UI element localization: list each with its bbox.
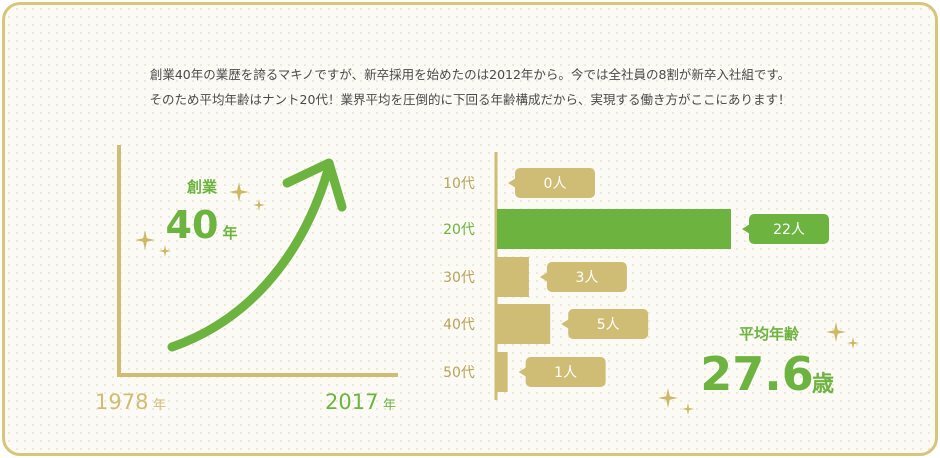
intro-line-1: 創業40年の業歴を誇るマキノですが、新卒採用を始めたのは2012年から。今では全… xyxy=(149,67,791,82)
history-chart: 創業 40 年 1978 年 2017 年 xyxy=(95,145,398,414)
category-label: 30代 xyxy=(443,270,475,286)
category-label: 20代 xyxy=(443,222,475,238)
value-bubble-pointer xyxy=(508,178,516,188)
bar xyxy=(497,304,551,344)
sparkle-icon xyxy=(229,182,249,202)
average-age-value: 27.6 xyxy=(700,347,814,401)
category-label: 50代 xyxy=(443,365,475,381)
age-distribution-chart: 10代 0人 20代 22人 30代 3人 40代 5人 50代 1人 xyxy=(443,152,829,400)
value-bubble-pointer xyxy=(561,319,570,329)
value-bubble xyxy=(568,309,649,339)
value-label: 0人 xyxy=(544,176,567,192)
sparkle-icon xyxy=(847,337,859,349)
value-label: 22人 xyxy=(773,222,805,238)
end-year: 2017 xyxy=(325,390,378,414)
start-year-unit: 年 xyxy=(153,398,166,413)
start-year: 1978 xyxy=(95,390,148,414)
sparkle-icon xyxy=(658,388,678,408)
growth-arrow-head xyxy=(282,158,347,212)
sparkle-icon xyxy=(682,403,694,415)
sparkle-icon xyxy=(135,230,155,250)
value-bubble xyxy=(546,262,627,292)
bar xyxy=(497,257,529,297)
sparkle-icon xyxy=(159,245,171,257)
value-label: 1人 xyxy=(554,365,577,381)
average-age-unit: 歳 xyxy=(812,372,834,397)
end-year-unit: 年 xyxy=(383,398,396,413)
category-label: 40代 xyxy=(443,317,475,333)
founding-label: 創業 xyxy=(186,178,218,196)
value-label: 3人 xyxy=(575,270,598,286)
category-label: 10代 xyxy=(443,176,475,192)
sparkle-icon xyxy=(253,199,265,211)
value-bubble-pointer xyxy=(518,367,527,377)
intro-text: 創業40年の業歴を誇るマキノですが、新卒採用を始めたのは2012年から。今では全… xyxy=(0,62,940,112)
average-age-callout: 平均年齢 27.6 歳 xyxy=(658,322,859,415)
value-bubble xyxy=(525,357,606,387)
bar xyxy=(497,352,508,392)
intro-line-2: そのため平均年齢はナント20代！業界平均を圧倒的に下回る年齢構成だから、実現する… xyxy=(149,92,791,107)
sparkle-icon xyxy=(826,322,846,342)
value-bubble xyxy=(515,168,595,198)
growth-arrow-shaft xyxy=(167,165,333,352)
founding-years: 40 xyxy=(166,203,219,247)
founding-years-unit: 年 xyxy=(222,224,237,242)
value-bubble-pointer xyxy=(539,272,548,282)
bar xyxy=(497,209,731,249)
value-bubble xyxy=(749,214,829,244)
value-label: 5人 xyxy=(597,317,620,333)
average-age-label: 平均年齢 xyxy=(739,325,800,343)
value-bubble-pointer xyxy=(742,224,750,234)
